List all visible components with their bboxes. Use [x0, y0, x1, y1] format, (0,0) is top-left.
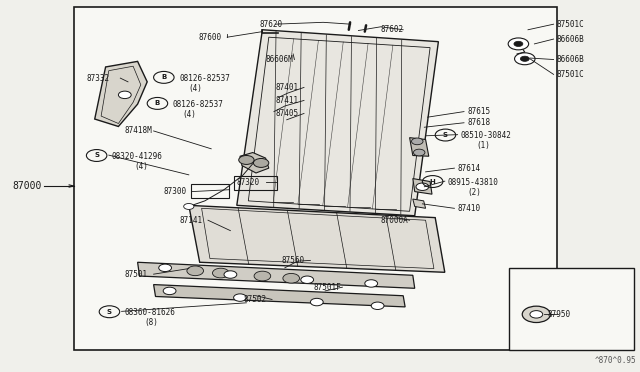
Bar — [234, 176, 277, 190]
Circle shape — [515, 53, 535, 65]
Circle shape — [416, 183, 429, 190]
Text: (8): (8) — [144, 318, 158, 327]
Circle shape — [163, 287, 176, 295]
Text: (2): (2) — [467, 188, 481, 197]
Circle shape — [365, 280, 378, 287]
Bar — [191, 184, 229, 198]
Text: 08510-30842: 08510-30842 — [461, 131, 511, 140]
Text: 87614: 87614 — [458, 164, 481, 173]
Text: 87401: 87401 — [275, 83, 298, 92]
Text: 87000: 87000 — [13, 181, 42, 191]
Text: 87501F: 87501F — [314, 283, 341, 292]
Circle shape — [520, 56, 529, 61]
Text: 08915-43810: 08915-43810 — [448, 178, 499, 187]
Polygon shape — [95, 61, 147, 126]
Text: 86606B: 86606B — [557, 55, 584, 64]
Text: S: S — [107, 309, 112, 315]
Text: (1): (1) — [477, 141, 491, 150]
Bar — [509, 268, 634, 350]
Text: 87600: 87600 — [198, 33, 221, 42]
Text: 08126-82537: 08126-82537 — [179, 74, 230, 83]
Text: 87332: 87332 — [86, 74, 109, 83]
Text: S: S — [443, 132, 448, 138]
Text: 87950: 87950 — [547, 310, 570, 319]
Text: 87618: 87618 — [467, 118, 490, 127]
Text: 87405: 87405 — [275, 109, 298, 118]
Text: 87602: 87602 — [381, 25, 404, 34]
Text: B: B — [161, 74, 166, 80]
Text: 08126-82537: 08126-82537 — [173, 100, 223, 109]
Text: 87418M: 87418M — [125, 126, 152, 135]
Polygon shape — [189, 205, 445, 272]
Text: 08360-81626: 08360-81626 — [125, 308, 175, 317]
Polygon shape — [237, 30, 438, 216]
Circle shape — [301, 276, 314, 283]
Circle shape — [187, 266, 204, 276]
Text: 87320: 87320 — [237, 178, 260, 187]
Polygon shape — [240, 153, 269, 173]
Bar — [74, 7, 557, 350]
Text: B: B — [155, 100, 160, 106]
Polygon shape — [413, 179, 432, 194]
Circle shape — [310, 298, 323, 306]
Polygon shape — [154, 285, 405, 307]
Circle shape — [371, 302, 384, 310]
Polygon shape — [410, 138, 429, 156]
Text: 87501C: 87501C — [557, 70, 584, 79]
Circle shape — [118, 91, 131, 99]
Text: 87560: 87560 — [282, 256, 305, 265]
Circle shape — [283, 273, 300, 283]
Text: 87410: 87410 — [458, 204, 481, 213]
Text: (4): (4) — [134, 162, 148, 171]
Text: 08320-41296: 08320-41296 — [112, 152, 163, 161]
Text: (4): (4) — [182, 110, 196, 119]
Text: 86606M: 86606M — [266, 55, 293, 64]
Text: ^870^0.95: ^870^0.95 — [595, 356, 637, 365]
Text: S: S — [94, 153, 99, 158]
Text: 87502: 87502 — [243, 295, 266, 304]
Circle shape — [514, 41, 523, 46]
Text: 87615: 87615 — [467, 107, 490, 116]
Circle shape — [412, 138, 423, 145]
Text: (4): (4) — [189, 84, 203, 93]
Text: 87141: 87141 — [179, 216, 202, 225]
Text: H: H — [430, 179, 435, 185]
Polygon shape — [413, 199, 426, 208]
Circle shape — [530, 311, 543, 318]
Circle shape — [522, 306, 550, 323]
Circle shape — [184, 203, 194, 209]
Text: 86606B: 86606B — [557, 35, 584, 44]
Circle shape — [508, 38, 529, 50]
Polygon shape — [138, 262, 415, 288]
Text: 87501: 87501 — [125, 270, 148, 279]
Text: 87501C: 87501C — [557, 20, 584, 29]
Text: 87300: 87300 — [163, 187, 186, 196]
Circle shape — [413, 149, 425, 156]
Text: 87000A: 87000A — [381, 216, 408, 225]
Circle shape — [254, 271, 271, 281]
Circle shape — [224, 271, 237, 278]
Text: 87620: 87620 — [259, 20, 282, 29]
Circle shape — [239, 155, 254, 164]
Circle shape — [212, 268, 229, 278]
Text: 87411: 87411 — [275, 96, 298, 105]
Circle shape — [234, 294, 246, 301]
Circle shape — [253, 158, 269, 167]
Circle shape — [159, 264, 172, 272]
